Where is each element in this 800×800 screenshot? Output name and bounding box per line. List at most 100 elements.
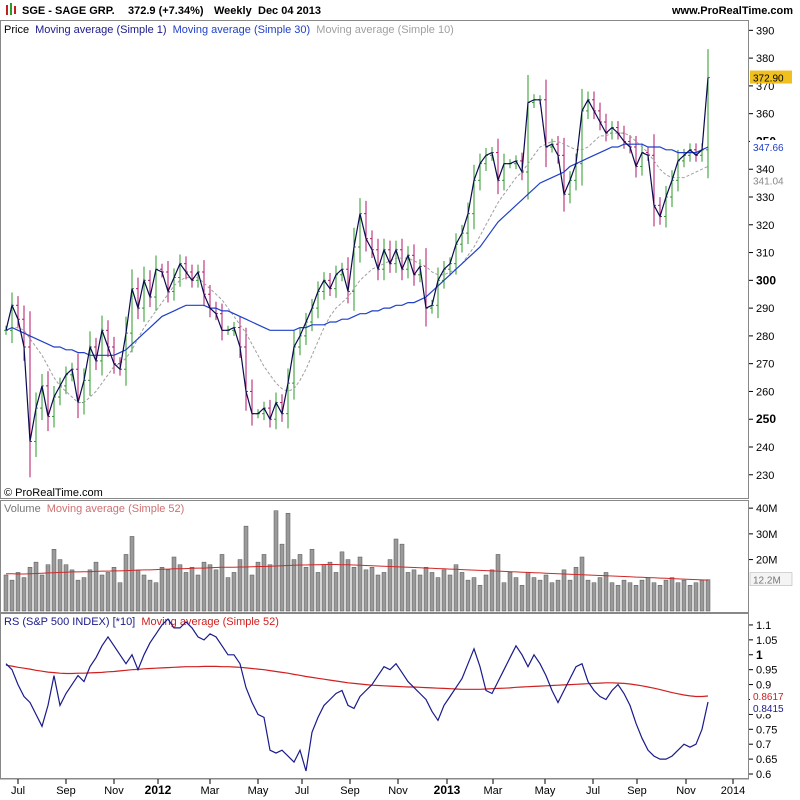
volume-legend: Volume Moving average (Simple 52) [4, 503, 184, 515]
rs-line [5, 618, 709, 772]
volume-bar [225, 577, 231, 612]
volume-bar [51, 549, 57, 612]
rs-legend-prefix: RS (S&P 500 INDEX) [*10] [4, 616, 135, 628]
volume-bar [273, 510, 279, 612]
volume-bar [423, 567, 429, 612]
volume-bar [603, 572, 609, 612]
x-tick-label: 2014 [721, 785, 745, 797]
volume-bar [429, 572, 435, 612]
volume-bar [195, 574, 201, 612]
volume-bar [675, 582, 681, 612]
price-line [5, 77, 709, 442]
volume-bar [543, 574, 549, 612]
volume-bar [69, 569, 75, 612]
volume-bar [393, 538, 399, 612]
price-legend-ma1: Moving average (Simple 1) [35, 24, 166, 36]
volume-bar [321, 564, 327, 612]
last-price-label: 372.90 [753, 74, 784, 85]
volume-bar [231, 572, 237, 612]
rs-legend-ma: Moving average (Simple 52) [141, 616, 279, 628]
volume-bar [279, 543, 285, 612]
volume-bar [369, 567, 375, 612]
ma10-label: 341.04 [753, 176, 784, 187]
volume-bar [105, 572, 111, 612]
volume-bar [597, 577, 603, 612]
x-tick-label: 2012 [145, 783, 172, 797]
volume-bar [579, 556, 585, 612]
ma30-line [5, 143, 709, 356]
volume-bar [129, 536, 135, 612]
volume-bar [555, 579, 561, 612]
volume-bar [123, 554, 129, 612]
volume-bar [531, 577, 537, 612]
volume-bar [453, 564, 459, 612]
price-y-tick-label: 250 [756, 412, 776, 426]
volume-bar [657, 585, 663, 612]
volume-bar [327, 561, 333, 612]
price-y-tick-label: 240 [756, 442, 774, 454]
volume-bar [687, 585, 693, 612]
volume-bar [669, 577, 675, 612]
volume-bar [297, 554, 303, 612]
x-tick-label: Sep [627, 785, 647, 797]
symbol-text: SGE - SAGE GRP. [22, 5, 115, 17]
volume-bar [291, 559, 297, 612]
price-y-tick-label: 390 [756, 25, 774, 37]
axis-layer: 2302402502602702802903003103203303403503… [0, 25, 793, 797]
volume-bar [699, 579, 705, 612]
volume-bar [567, 579, 573, 612]
volume-bar [633, 585, 639, 612]
price-y-tick-label: 340 [756, 164, 774, 176]
volume-bar [159, 567, 165, 612]
volume-bar [147, 579, 153, 612]
volume-bar [483, 574, 489, 612]
rs-last-label: 0.8415 [753, 704, 784, 715]
volume-bar [585, 579, 591, 612]
last-price-label-bg [750, 70, 792, 84]
volume-bar [573, 567, 579, 612]
volume-bar [663, 579, 669, 612]
price-change-text: 372.9 (+7.34%) [128, 5, 204, 17]
volume-bar [285, 513, 291, 612]
candle-icon [6, 3, 16, 15]
volume-y-tick-label: 30M [756, 529, 777, 541]
x-tick-label: Nov [104, 785, 124, 797]
x-tick-label: Jul [11, 785, 25, 797]
price-y-tick-label: 360 [756, 109, 774, 121]
volume-bar [639, 579, 645, 612]
volume-bar [615, 585, 621, 612]
volume-bar [609, 582, 615, 612]
price-legend-ma10: Moving average (Simple 10) [316, 24, 454, 36]
volume-bar [39, 574, 45, 612]
volume-bar [171, 556, 177, 612]
price-panel-frame [0, 20, 749, 499]
rs-panel-frame [0, 613, 749, 779]
volume-bar [705, 579, 711, 612]
price-y-tick-label: 330 [756, 192, 774, 204]
volume-bar [621, 579, 627, 612]
volume-bar [519, 585, 525, 612]
volume-bar [471, 577, 477, 612]
volume-last-label: 12.2M [753, 576, 781, 587]
volume-bar [111, 567, 117, 612]
price-y-tick-label: 280 [756, 331, 774, 343]
volume-bar [489, 569, 495, 612]
site-text[interactable]: www.ProRealTime.com [671, 5, 793, 17]
volume-bar [513, 577, 519, 612]
volume-bar [135, 569, 141, 612]
ma30-label: 347.66 [753, 143, 784, 154]
volume-bar [411, 569, 417, 612]
volume-bar [561, 569, 567, 612]
period-text: Weekly [214, 5, 253, 17]
volume-ma-line [6, 564, 709, 581]
volume-bar [459, 572, 465, 612]
volume-bar [153, 582, 159, 612]
volume-y-tick-label: 20M [756, 555, 777, 567]
volume-bar [495, 554, 501, 612]
volume-bar [591, 582, 597, 612]
x-tick-label: May [248, 785, 269, 797]
rs-y-tick-label: 1.1 [756, 620, 771, 632]
volume-bar [261, 554, 267, 612]
x-tick-label: Nov [388, 785, 408, 797]
rs-y-tick-label: 1.05 [756, 635, 777, 647]
